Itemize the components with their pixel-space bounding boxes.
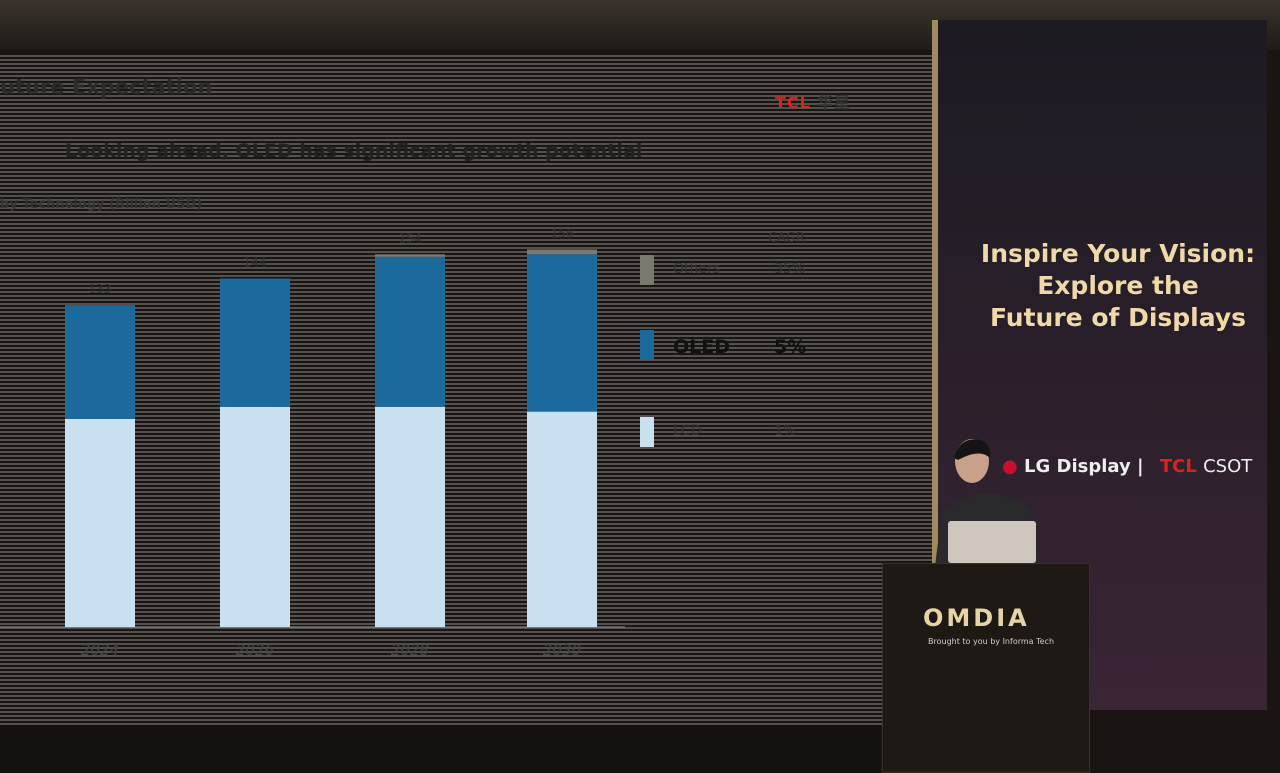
bar-lcd-2028 xyxy=(375,406,445,627)
lg-logo-icon: ● xyxy=(1002,456,1018,477)
slide-headline: Looking ahead, OLED has significant grow… xyxy=(65,140,643,162)
podium: OMDIA Brought to you by Informa Tech xyxy=(882,563,1090,773)
bar-oled-2024 xyxy=(65,305,135,419)
total-label-2028: 154 xyxy=(399,231,422,245)
banner-title: Inspire Your Vision: Explore the Future of… xyxy=(980,239,1256,332)
legend-swatch-oled xyxy=(640,330,654,360)
bar-lcd-2030 xyxy=(527,411,597,627)
bar-oled-2026 xyxy=(220,278,290,407)
sponsor-logos: ● LG Display | TCL CSOT xyxy=(1002,456,1253,477)
slide-title: uture Expectation xyxy=(0,75,213,99)
legend-label-others: Others xyxy=(673,261,721,277)
x-tick-2028: 2028 xyxy=(391,641,429,659)
bar-lcd-2024 xyxy=(65,418,135,627)
legend-cagr-lcd: 1% xyxy=(774,423,797,439)
tcl-logo: TCL 华星 xyxy=(775,93,851,112)
legend-swatch-others xyxy=(640,255,654,285)
bar-others-2028 xyxy=(375,254,445,257)
x-tick-2030: 2030 xyxy=(543,641,581,659)
legend-cagr-others: 35% xyxy=(774,261,806,277)
omdia-logo: OMDIA xyxy=(923,604,1030,632)
total-label-2030: 156 xyxy=(551,226,574,240)
x-tick-2024: 2024 xyxy=(81,641,119,659)
cagr-header: CAGR xyxy=(768,231,805,246)
chart-ylabel: by Technology (Billion USD) xyxy=(0,197,203,212)
bar-oled-2028 xyxy=(375,256,445,407)
legend-label-lcd: LCD xyxy=(673,423,702,439)
x-tick-2026: 2026 xyxy=(236,641,274,659)
podium-tagline: Brought to you by Informa Tech xyxy=(928,637,1055,646)
legend-cagr-oled: 5% xyxy=(774,336,807,358)
bar-lcd-2026 xyxy=(220,406,290,627)
total-label-2026: 144 xyxy=(244,256,267,270)
bar-others-2030 xyxy=(527,249,597,255)
presentation-slide: uture Expectation TCL 华星 Looking ahead, O… xyxy=(0,55,935,725)
stacked-bar-chart: 133 2024 144 2026 154 2028 156 2030 xyxy=(0,226,625,659)
legend-label-oled: OLED xyxy=(673,336,731,358)
total-label-2024: 133 xyxy=(89,282,112,296)
speaker xyxy=(935,439,1040,566)
bar-oled-2030 xyxy=(527,254,597,412)
legend-swatch-lcd xyxy=(640,417,654,447)
floor xyxy=(0,725,880,773)
